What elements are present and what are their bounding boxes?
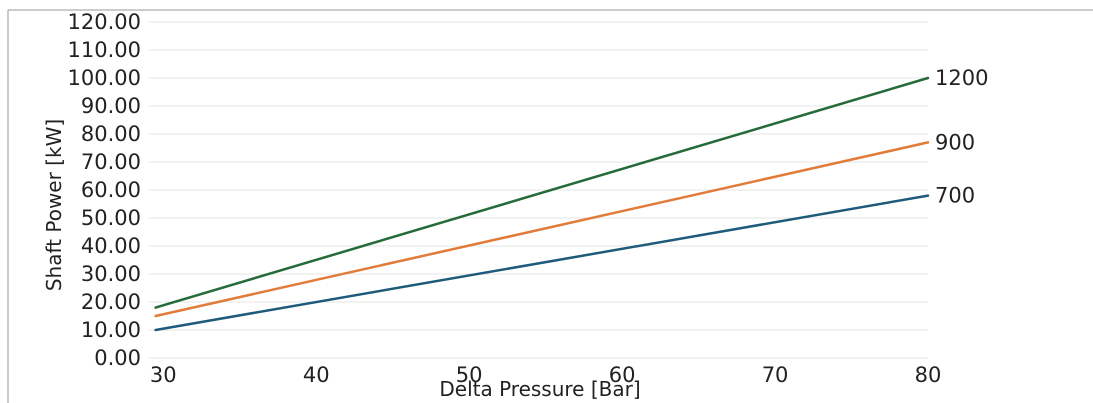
y-tick-label: 90.00 (81, 94, 141, 118)
y-tick-label: 110.00 (68, 38, 141, 62)
y-tick-label: 0.00 (94, 346, 141, 370)
series-labels: 1200 900 700 (935, 66, 988, 208)
series-line-900 (154, 141, 930, 318)
grid-lines (148, 21, 928, 359)
series-end-label: 700 (935, 184, 975, 208)
series-end-label: 1200 (935, 66, 988, 90)
y-tick-label: 100.00 (68, 66, 141, 90)
y-tick-label: 30.00 (81, 262, 141, 286)
y-tick-label: 10.00 (81, 318, 141, 342)
y-tick-label: 80.00 (81, 122, 141, 146)
series-line-1200 (154, 76, 930, 309)
y-tick-label: 120.00 (68, 10, 141, 34)
x-tick-label: 30 (150, 363, 177, 387)
series-end-label: 900 (935, 130, 975, 154)
y-axis-ticks: 0.00 10.00 20.00 30.00 40.00 50.00 60.00 70.00 8… (68, 10, 141, 370)
y-tick-label: 40.00 (81, 234, 141, 258)
x-tick-label: 70 (762, 363, 789, 387)
y-tick-label: 50.00 (81, 206, 141, 230)
y-axis-title: Shaft Power [kW] (42, 119, 66, 291)
x-tick-label: 50 (456, 363, 483, 387)
x-tick-label: 80 (915, 363, 942, 387)
series-lines (154, 76, 930, 332)
y-tick-label: 60.00 (81, 178, 141, 202)
x-axis-title: Delta Pressure [Bar] (439, 377, 640, 401)
y-tick-label: 70.00 (81, 150, 141, 174)
x-tick-label: 40 (303, 363, 330, 387)
x-axis-ticks: 30 40 50 60 70 80 (150, 363, 941, 387)
x-tick-label: 60 (609, 363, 636, 387)
series-line-700 (154, 194, 930, 332)
chart-frame (7, 9, 1093, 403)
y-tick-label: 20.00 (81, 290, 141, 314)
